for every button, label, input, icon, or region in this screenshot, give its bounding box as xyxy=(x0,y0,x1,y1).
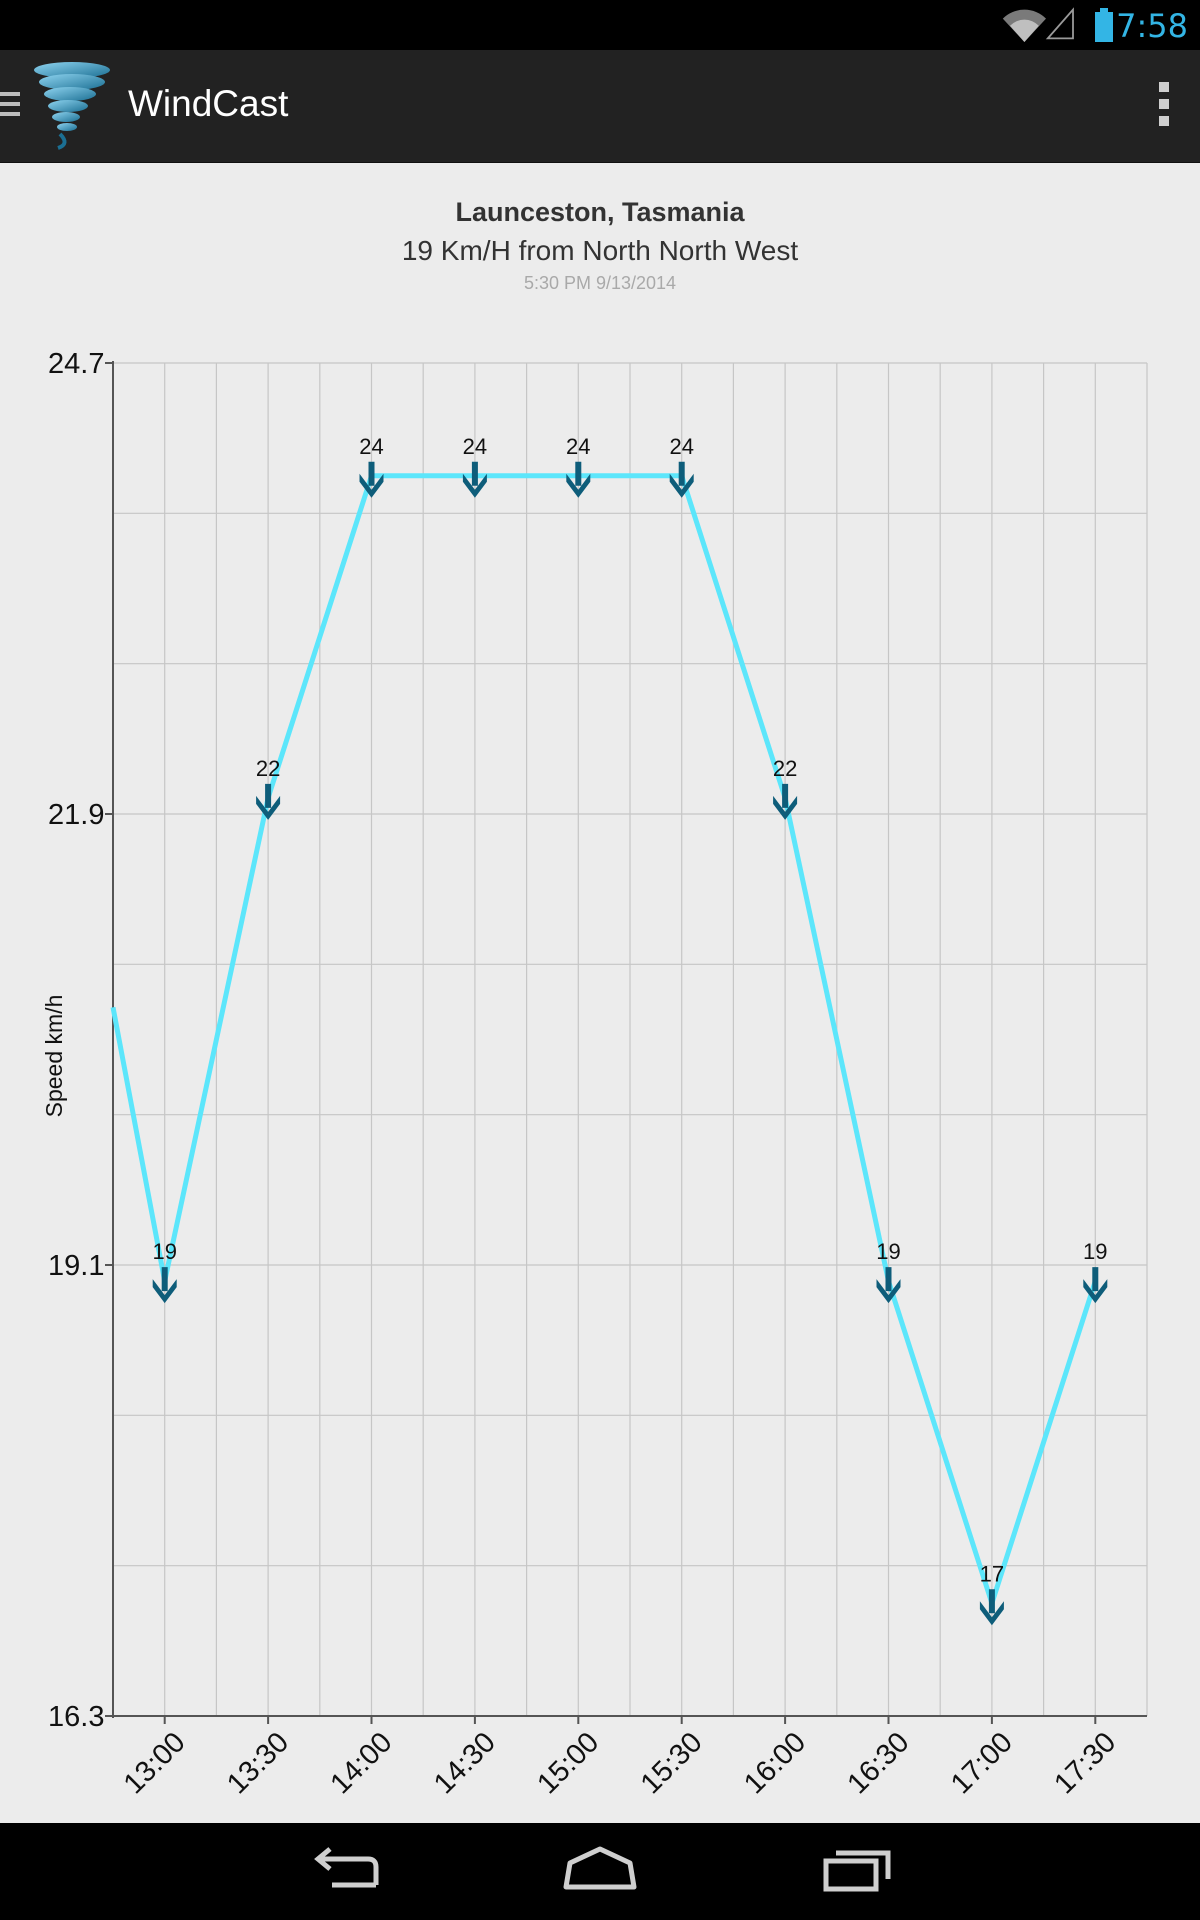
direction-arrow-marker xyxy=(256,783,281,820)
navigation-bar xyxy=(0,1823,1200,1920)
x-tick-label: 14:30 xyxy=(428,1726,502,1800)
app-title: WindCast xyxy=(128,83,289,124)
action-bar: WindCast xyxy=(0,50,1200,163)
direction-arrow-marker xyxy=(152,1267,177,1304)
data-label: 17 xyxy=(980,1561,1004,1586)
x-tick-label: 16:30 xyxy=(842,1726,916,1800)
direction-arrow-marker xyxy=(876,1267,901,1304)
wind-speed-chart: 24.7 21.9 19.1 16.3 Speed km/h 13:00 13:30 14:0… xyxy=(41,348,1148,1800)
direction-arrow-marker xyxy=(979,1589,1004,1626)
direction-arrow-marker xyxy=(1083,1267,1108,1304)
data-label: 24 xyxy=(359,434,383,459)
direction-arrow-marker xyxy=(566,461,591,498)
wind-summary: 19 Km/H from North North West xyxy=(401,235,799,266)
data-label: 24 xyxy=(566,434,590,459)
overflow-menu-icon[interactable] xyxy=(1152,82,1176,132)
direction-arrow-marker xyxy=(773,783,798,820)
y-tick-label: 24.7 xyxy=(48,348,104,380)
battery-icon xyxy=(1095,8,1113,42)
status-clock: 7:58 xyxy=(1116,7,1188,45)
direction-arrow-marker xyxy=(359,461,384,498)
y-tick-label: 16.3 xyxy=(48,1701,104,1733)
x-tick-label: 15:30 xyxy=(635,1726,709,1800)
recent-apps-icon[interactable] xyxy=(822,1845,892,1895)
data-label: 24 xyxy=(669,434,693,459)
drawer-indicator-icon[interactable] xyxy=(0,90,22,120)
data-label: 19 xyxy=(1083,1239,1107,1264)
y-tick-label: 19.1 xyxy=(48,1250,104,1282)
data-label: 22 xyxy=(773,756,797,781)
back-icon[interactable] xyxy=(308,1845,384,1895)
location-title: Launceston, Tasmania xyxy=(455,197,745,227)
cell-signal-icon xyxy=(1045,7,1074,40)
data-label: 19 xyxy=(152,1239,176,1264)
tornado-icon[interactable] xyxy=(30,60,114,150)
x-tick-label: 13:30 xyxy=(221,1726,295,1800)
x-tick-label: 13:00 xyxy=(118,1726,192,1800)
x-tick-label: 15:00 xyxy=(531,1726,605,1800)
observation-time: 5:30 PM 9/13/2014 xyxy=(523,273,677,293)
direction-arrow-marker xyxy=(462,461,487,498)
data-label: 22 xyxy=(256,756,280,781)
x-tick-label: 17:00 xyxy=(945,1726,1019,1800)
status-bar: 7:58 xyxy=(0,0,1200,50)
home-icon[interactable] xyxy=(562,1845,638,1895)
data-label: 24 xyxy=(463,434,487,459)
status-icons xyxy=(1002,7,1074,42)
x-tick-label: 17:30 xyxy=(1048,1726,1122,1800)
x-tick-label: 14:00 xyxy=(325,1726,399,1800)
data-label: 19 xyxy=(876,1239,900,1264)
content-area: Launceston, Tasmania 19 Km/H from North … xyxy=(0,163,1200,1823)
y-tick-label: 21.9 xyxy=(48,799,104,831)
x-tick-label: 16:00 xyxy=(738,1726,812,1800)
direction-arrow-marker xyxy=(669,461,694,498)
wifi-icon xyxy=(1002,9,1046,42)
y-axis-label: Speed km/h xyxy=(41,995,67,1118)
